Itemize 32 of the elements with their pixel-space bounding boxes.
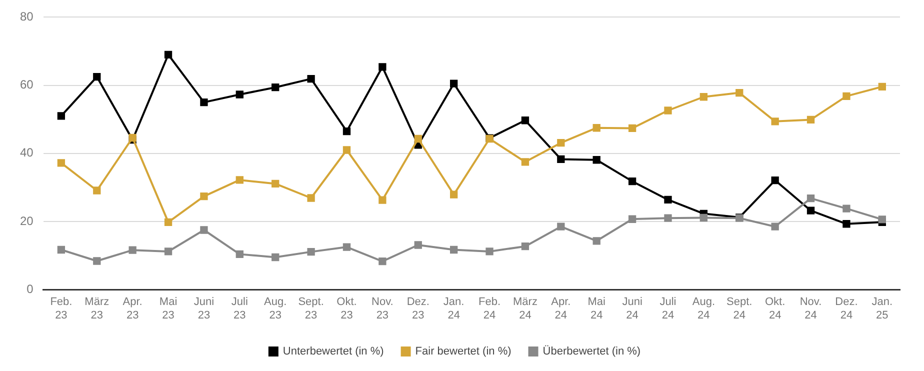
x-tick-label: Feb. 24: [478, 296, 501, 322]
x-tick-label: Mai 24: [588, 296, 606, 322]
x-tick-label: März 24: [512, 296, 538, 322]
x-tick-label: Juli 23: [231, 296, 248, 322]
x-tick-label: Aug. 23: [264, 296, 287, 322]
x-tick-label: Feb. 23: [50, 296, 72, 322]
legend-label: Überbewertet (in %): [542, 344, 641, 358]
x-tick-label: Dez. 24: [835, 296, 858, 322]
x-tick-label: Nov. 23: [372, 296, 394, 322]
x-tick-label: Jan. 25: [872, 296, 893, 322]
x-tick-label: Okt. 24: [764, 296, 786, 322]
x-tick-label: Sept. 23: [298, 296, 324, 322]
y-tick-label: 40: [20, 146, 34, 160]
x-tick-label: Apr. 23: [122, 296, 142, 322]
x-tick-label: Nov. 24: [800, 296, 822, 322]
x-tick-label: Aug. 24: [692, 296, 716, 322]
x-tick-label: Dez. 23: [406, 296, 430, 322]
x-tick-label: Juni 23: [194, 296, 214, 322]
y-tick-label: 20: [20, 214, 34, 228]
y-tick-label: 80: [20, 10, 34, 24]
legend-label: Fair bewertet (in %): [415, 346, 512, 358]
x-tick-label: Juli 24: [660, 296, 676, 322]
y-tick-label: 0: [26, 282, 34, 296]
x-tick-label: Apr. 24: [551, 296, 571, 322]
x-tick-label: Sept. 24: [726, 296, 752, 322]
legend-label: Unterbewertet (in %): [282, 346, 384, 358]
x-tick-label: Okt. 23: [336, 296, 357, 322]
y-tick-label: 60: [20, 78, 34, 92]
x-tick-label: März 23: [84, 296, 110, 322]
x-tick-label: Jan. 24: [443, 296, 464, 322]
x-tick-label: Juni 24: [622, 296, 642, 322]
x-tick-label: Mai 23: [159, 296, 178, 322]
